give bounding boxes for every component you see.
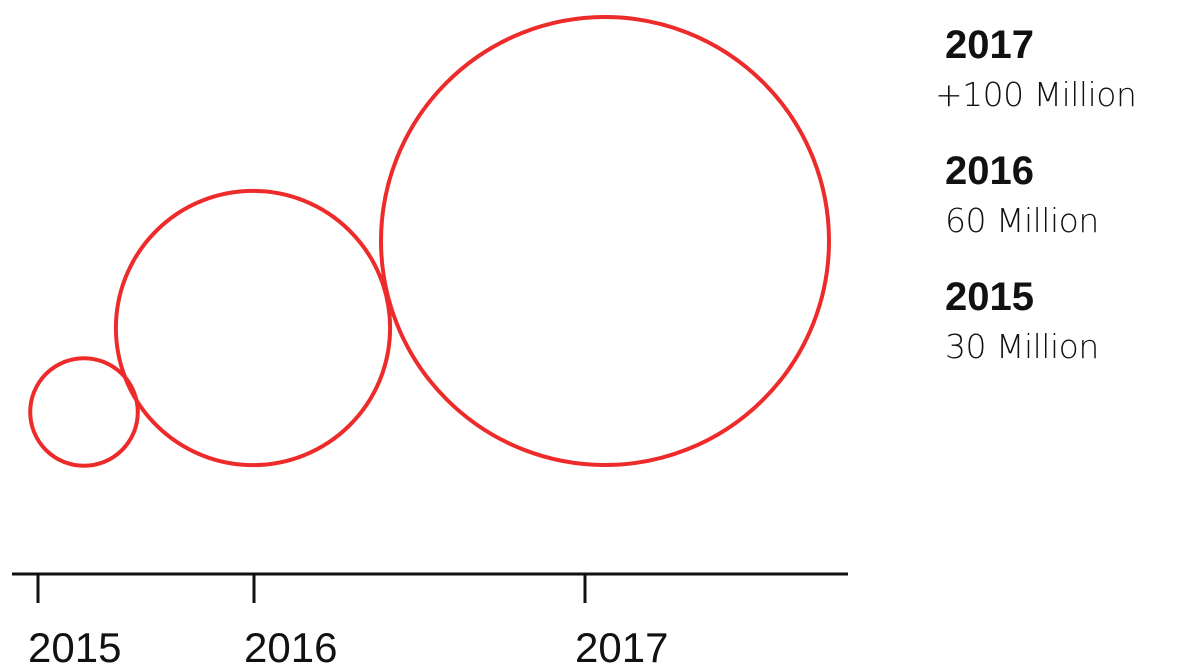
legend-year: 2015	[945, 275, 1034, 319]
legend-entry-2017: 2017 +100 Million	[935, 18, 1197, 118]
legend-value: 30 Million	[945, 327, 1099, 366]
bubbles-group	[28, 15, 831, 468]
legend-value: 60 Million	[945, 201, 1099, 240]
x-tick-label-2015: 2015	[28, 624, 121, 668]
legend-entry-2015: 2015 30 Million	[935, 270, 1197, 370]
x-tick-label-2016: 2016	[244, 624, 337, 668]
bubble-2017	[379, 15, 831, 467]
x-tick-label-2017: 2017	[575, 624, 668, 668]
legend-year: 2016	[945, 149, 1034, 193]
legend-year: 2017	[945, 23, 1034, 67]
x-axis-ticks: 2015 2016 2017	[28, 574, 668, 668]
bubble-2016	[113, 188, 393, 468]
legend: 2017 +100 Million 2016 60 Million 2015 3…	[935, 18, 1197, 396]
legend-value: +100 Million	[935, 75, 1137, 114]
bubble-2015	[28, 356, 140, 468]
legend-entry-2016: 2016 60 Million	[935, 144, 1197, 244]
